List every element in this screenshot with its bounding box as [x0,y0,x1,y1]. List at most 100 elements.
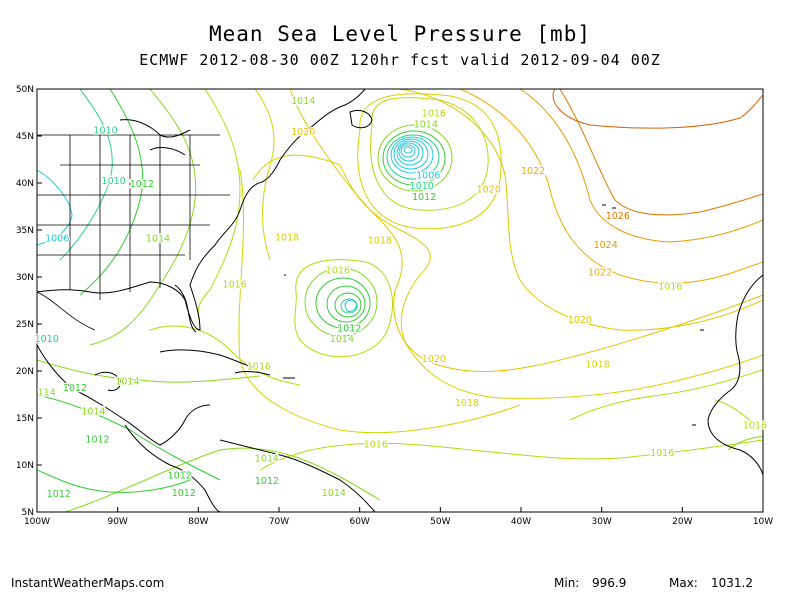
isobar-label: 1012 [85,435,109,446]
isobar-1018-us [254,89,275,261]
isobar-1016-africa [714,399,763,431]
isobar-label: 1012 [130,179,154,190]
isobar-1026 [559,89,763,216]
isobar-1014-carib [37,359,261,383]
isobar-label: 114 [38,388,56,399]
isobar-label: 1016 [650,448,674,459]
isobar-1022 [459,89,763,284]
isobar-label: 1016 [422,108,446,119]
isobar-label: 1016 [223,280,247,291]
isobar-label: 1024 [594,240,618,251]
isobar-label: 1016 [247,361,271,372]
isobar-1020 [289,89,763,373]
isobar-label: 1014 [330,334,354,345]
isobar-1014-south [63,447,381,512]
credit-text: InstantWeatherMaps.com [11,576,165,590]
isobar-1012-gulf [37,394,221,481]
isobar-label: 1012 [63,383,87,394]
isobar-label: 1016 [743,421,767,432]
lat-tick-label: 35N [16,226,34,236]
lat-tick-label: 10N [16,461,34,471]
isobar-label: 1012 [337,324,361,335]
isobar-label: 1012 [168,470,192,481]
isobar-label: 1014 [115,376,139,387]
isobar-label: 1022 [521,166,545,177]
low-center-south-isobars [294,259,393,358]
map-frame [36,88,764,513]
map-axes: 100W 90W 80W 70W 60W 50W 40W 30W 20W 10W 5N 10N 15N 2… [16,85,773,527]
isobar-label: 1012 [172,488,196,499]
lon-tick-label: 40W [511,517,531,527]
isobar-label: 1014 [81,406,105,417]
isobar-label: 1006 [45,233,69,244]
isobar-label: 1012 [412,192,436,203]
isobar-label: 1022 [588,267,612,278]
isobar-label: 1014 [255,453,279,464]
map-title: Mean Sea Level Pressure [mb] [208,22,591,46]
isobar-label: 1012 [47,489,71,500]
lat-tick-label: 20N [16,367,34,377]
isobar-label: 1020 [422,354,446,365]
isobar-label: 1014 [146,233,170,244]
isobar-label: 1020 [568,315,592,326]
isobar-1008-us [37,169,73,246]
lat-tick-label: 30N [16,273,34,283]
isobar-label: 1020 [477,185,501,196]
isobar-label: 1016 [326,265,350,276]
isobar-1014-us [89,89,197,346]
lat-tick-label: 40N [16,179,34,189]
map-subtitle: ECMWF 2012-08-30 00Z 120hr fcst valid 20… [139,51,661,69]
isobar-label: 1018 [586,359,610,370]
isobar-1020-b [399,89,763,331]
isobar-label: 1010 [93,125,117,136]
lon-tick-label: 50W [430,517,450,527]
isobar-label: 1014 [291,96,315,107]
isobar-label: 1018 [455,398,479,409]
low-center-north-isobars [357,93,502,230]
min-label: Min: [554,576,580,590]
lat-tick-label: 15N [16,414,34,424]
isobar-1016-east [569,369,763,421]
lon-tick-label: 100W [24,517,50,527]
lon-tick-label: 10W [753,517,773,527]
max-label: Max: [669,576,698,590]
isobar-1018-atl [238,169,521,434]
lon-tick-label: 30W [591,517,611,527]
isobar-label: 1012 [255,476,279,487]
isobar-1016-us [197,89,241,321]
lon-tick-label: 20W [672,517,692,527]
lon-tick-label: 90W [107,517,127,527]
lon-tick-label: 80W [188,517,208,527]
max-value: 1031.2 [711,576,753,590]
isobar-label: 1020 [291,127,315,138]
lat-tick-label: 50N [16,85,34,95]
isobar-1018-west [252,154,763,399]
lat-tick-label: 45N [16,132,34,142]
lat-tick-label: 25N [16,320,34,330]
isobar-label: 1018 [368,235,392,246]
isobar-1028 [552,89,763,129]
isobar-1012-us [79,89,144,296]
isobar-label: 1010 [35,334,59,345]
isobar-1012-sw [37,469,191,493]
isobar-label: 1006 [416,170,440,181]
isobar-label: 1016 [658,281,682,292]
isobar-label: 1026 [606,211,630,222]
isobar-1024 [519,89,763,243]
lon-tick-label: 70W [269,517,289,527]
isobar-label: 1010 [410,181,434,192]
isobar-label: 1018 [275,233,299,244]
lon-tick-label: 60W [349,517,369,527]
isobar-label: 1010 [102,176,126,187]
political-borders [37,134,230,331]
isobar-label: 1014 [414,120,438,131]
min-value: 996.9 [592,576,627,590]
isobar-1016-south [259,439,763,471]
isobar-1010-us [59,89,113,261]
lat-tick-label: 5N [22,508,34,518]
isobar-label: 1016 [364,439,388,450]
isobar-1016-gulf [149,325,301,386]
isobar-label: 1014 [322,488,346,499]
